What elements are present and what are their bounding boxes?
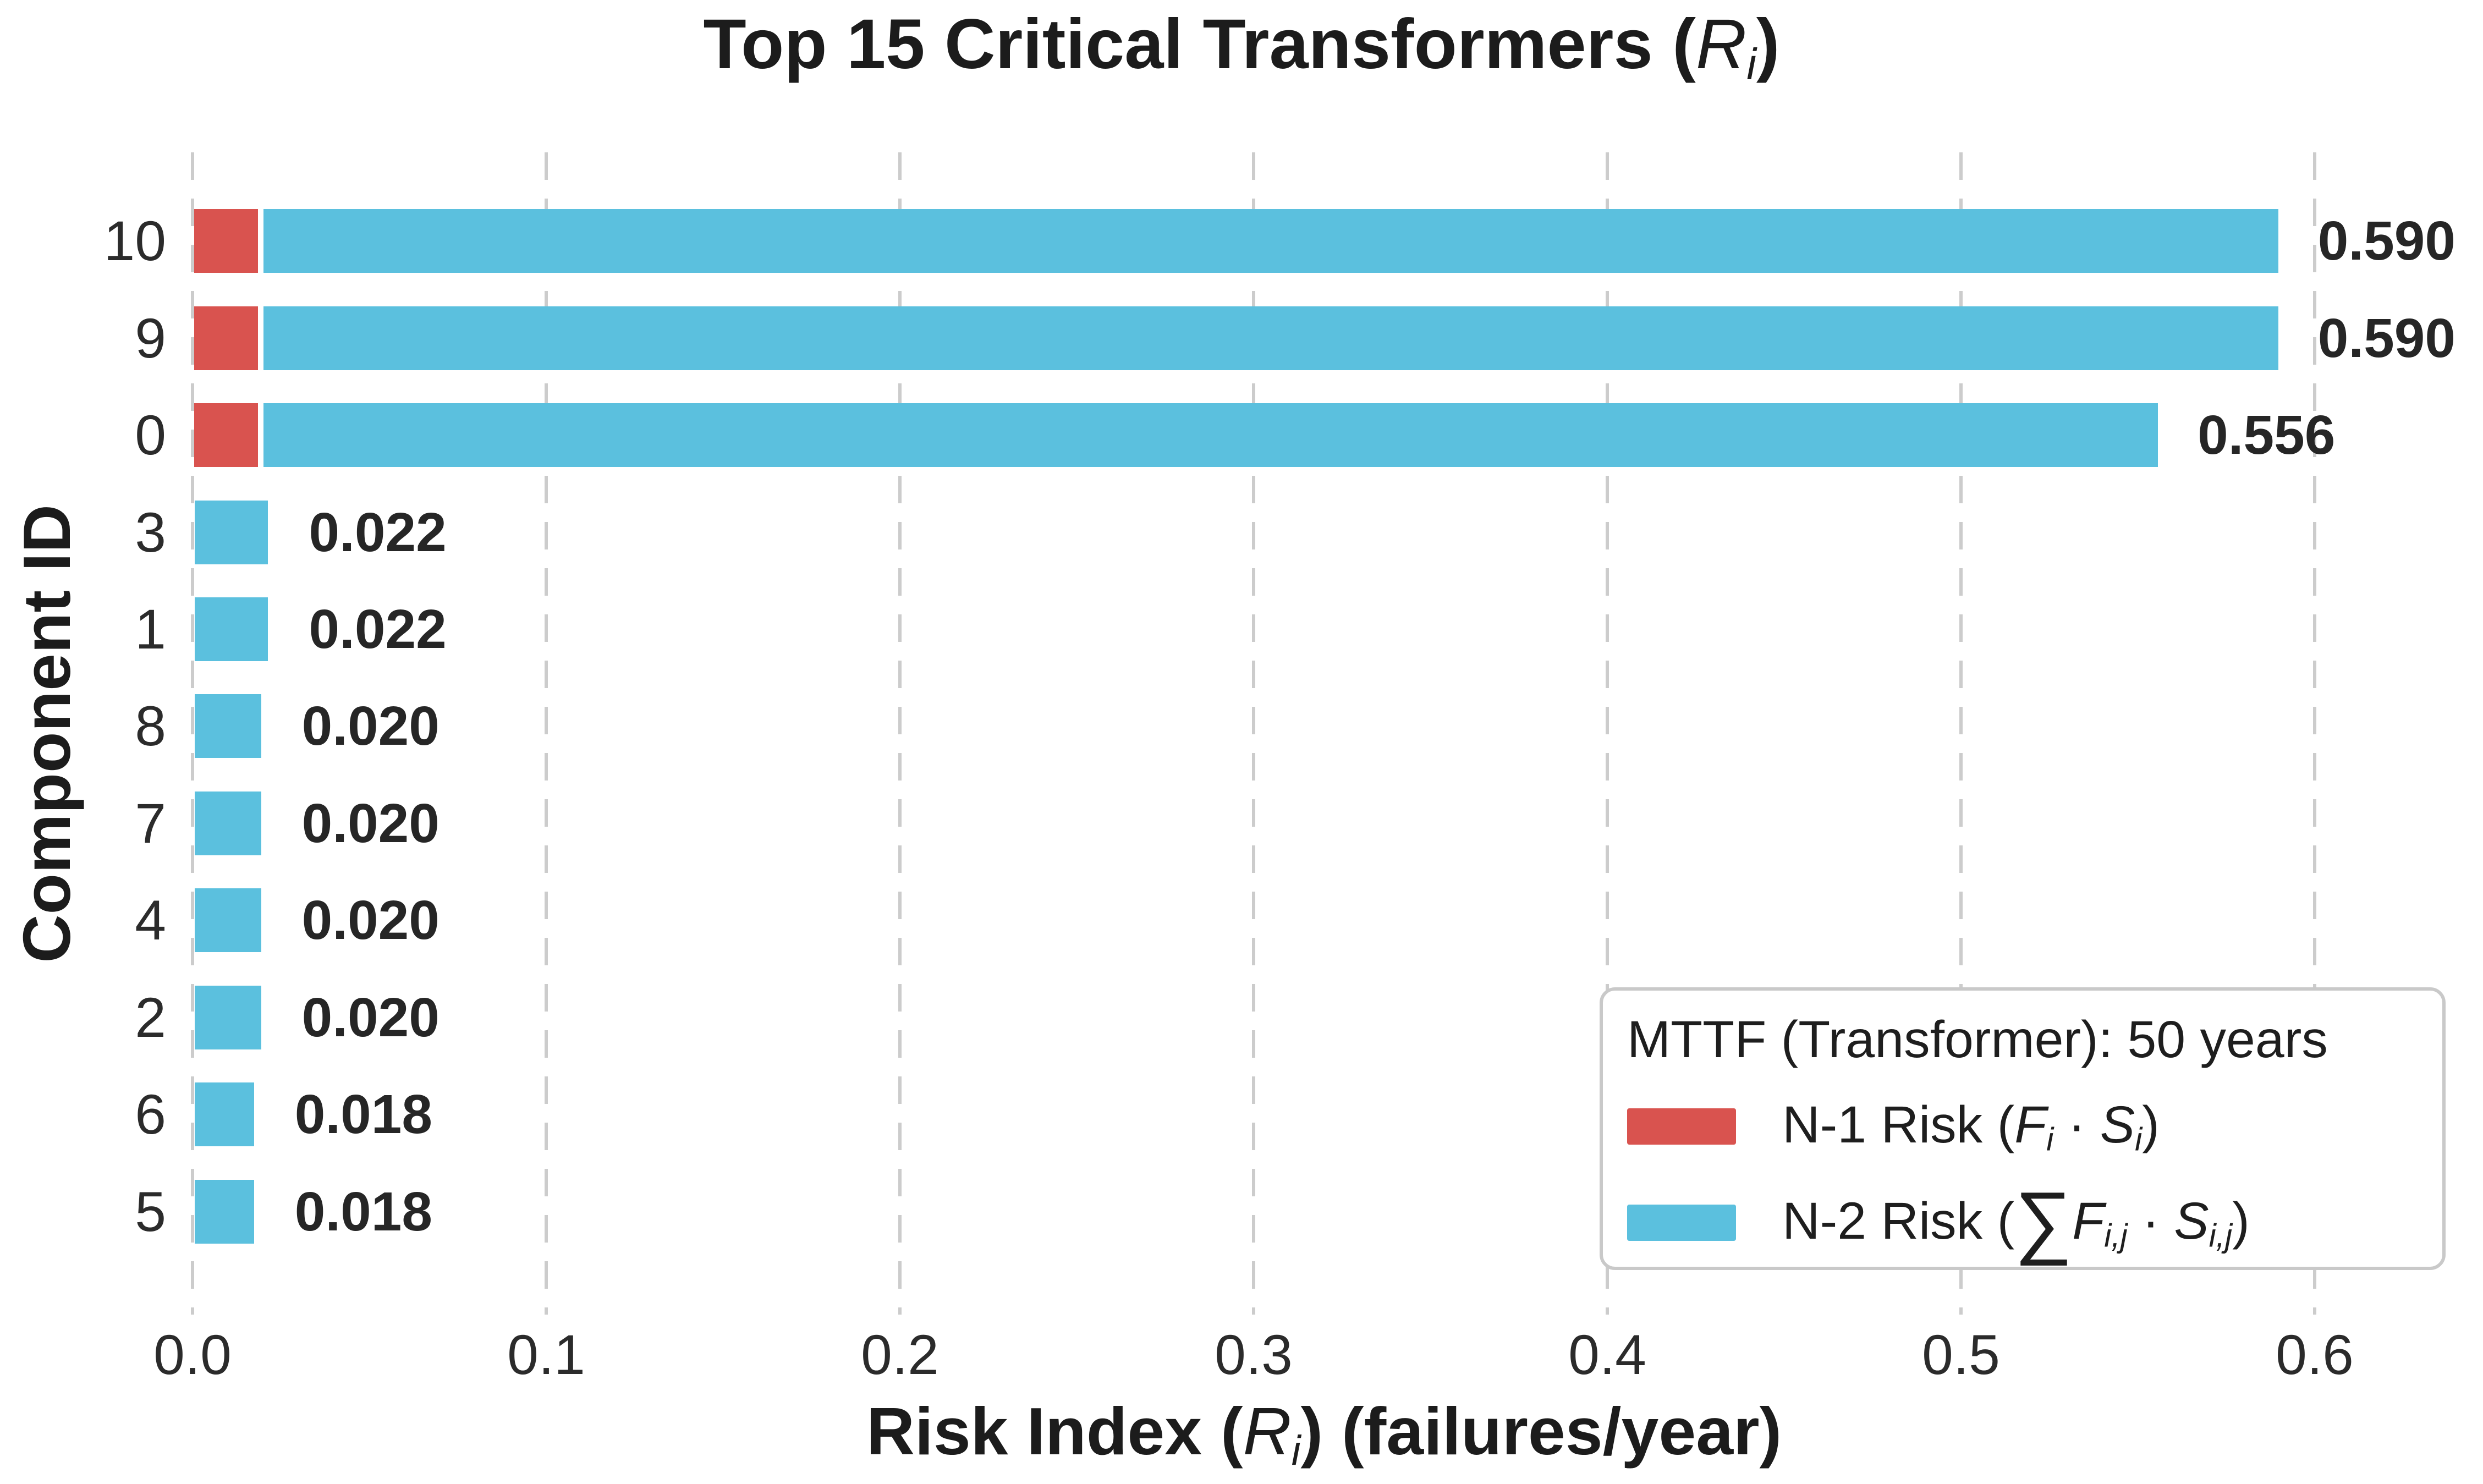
bar-segment-n2 [195, 888, 261, 953]
bar-value-label: 0.018 [294, 1084, 432, 1146]
bar-value-label: 0.020 [301, 986, 440, 1048]
bar-segment-n2 [195, 1179, 254, 1244]
bar-value-label: 0.020 [301, 792, 440, 854]
chart-title-symbol: R [1695, 5, 1747, 84]
x-axis-label: Risk Index (Ri) (failures/year) [193, 1393, 2455, 1484]
gridline [1959, 152, 1963, 1315]
x-tick-label: 0.1 [507, 1323, 585, 1386]
y-tick-label: 10 [103, 210, 166, 273]
y-tick-label: 9 [135, 306, 166, 370]
chart-title-suffix: ) [1756, 5, 1780, 84]
gridline [545, 152, 548, 1315]
legend-swatch-n2 [1627, 1205, 1736, 1241]
y-tick-label: 6 [135, 1083, 166, 1146]
gridline [1606, 152, 1609, 1315]
x-tick-label: 0.3 [1215, 1323, 1293, 1386]
bar-segment-n1 [194, 209, 258, 273]
plot-area: 0.590 0.590 0.556 0.022 0.022 0.020 0.020 0.020… [191, 152, 2455, 1315]
chart-title: Top 15 Critical Transformers (Ri) [0, 3, 2483, 106]
y-tick-label: 5 [135, 1180, 166, 1243]
sum-symbol: ∑ [2014, 1175, 2073, 1266]
y-tick-label: 0 [135, 404, 166, 467]
legend-title: MTTF (Transformer): 50 years [1627, 1010, 2328, 1069]
x-tick-label: 0.0 [153, 1323, 232, 1386]
legend-entry-n1-label: N-1 Risk (Fi · Si) [1782, 1096, 2160, 1158]
y-tick-label: 8 [135, 695, 166, 758]
x-axis-label-text: Risk Index ( [866, 1394, 1243, 1469]
legend-entry-n2-label: N-2 Risk (∑Fi,j · Si,j) [1782, 1175, 2250, 1266]
bar-segment-n2 [195, 985, 261, 1049]
bar-segment-n2 [195, 500, 268, 564]
x-tick-label: 0.2 [861, 1323, 939, 1386]
gridline [898, 152, 902, 1315]
y-tick-label: 3 [135, 501, 166, 564]
x-tick-label: 0.4 [1568, 1323, 1646, 1386]
bar-segment-n2 [263, 306, 2278, 370]
y-tick-label: 4 [135, 889, 166, 952]
gridline [191, 152, 194, 1315]
bar-segment-n1 [194, 306, 258, 370]
x-axis-label-subscript: i [1291, 1427, 1301, 1474]
bar-segment-n1 [194, 403, 258, 468]
bar-segment-n2 [263, 209, 2278, 273]
x-axis-label-suffix: ) (failures/year) [1300, 1394, 1782, 1469]
legend-entry-n2: N-2 Risk (∑Fi,j · Si,j) [1627, 1175, 2442, 1266]
bar-segment-n2 [195, 1082, 254, 1147]
legend: MTTF (Transformer): 50 years N-1 Risk (F… [1600, 987, 2446, 1270]
x-axis-label-symbol: R [1243, 1394, 1292, 1469]
bar-value-label: 0.590 [2317, 210, 2455, 272]
bar-segment-n2 [195, 791, 261, 855]
x-tick-label: 0.6 [2276, 1323, 2354, 1386]
gridline [2313, 152, 2316, 1315]
bar-value-label: 0.022 [309, 598, 447, 661]
bar-segment-n2 [195, 694, 261, 759]
gridline [1252, 152, 1255, 1315]
y-tick-label: 7 [135, 792, 166, 855]
bar-value-label: 0.022 [309, 501, 447, 563]
y-tick-label: 1 [135, 598, 166, 661]
bar-value-label: 0.020 [301, 695, 440, 757]
chart-title-subscript: i [1746, 39, 1756, 89]
bar-segment-n2 [263, 403, 2158, 468]
legend-entry-n1: N-1 Risk (Fi · Si) [1627, 1095, 2442, 1158]
bar-value-label: 0.590 [2317, 307, 2455, 369]
bar-value-label: 0.018 [294, 1180, 432, 1243]
bar-value-label: 0.020 [301, 889, 440, 952]
bar-value-label: 0.556 [2198, 404, 2336, 466]
y-tick-label: 2 [135, 986, 166, 1049]
x-tick-label: 0.5 [1922, 1323, 2000, 1386]
chart-title-text: Top 15 Critical Transformers ( [703, 5, 1696, 84]
bar-segment-n2 [195, 597, 268, 662]
legend-swatch-n1 [1627, 1108, 1736, 1145]
